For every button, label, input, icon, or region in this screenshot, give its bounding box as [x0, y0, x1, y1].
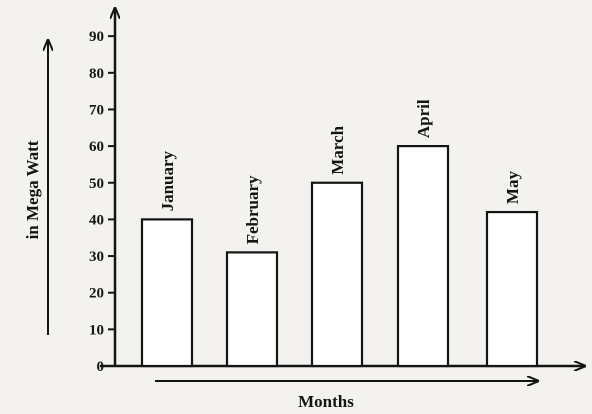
bar-april	[396, 145, 450, 368]
y-tick-label: 80	[89, 66, 104, 82]
y-tick-label: 90	[89, 29, 104, 45]
y-tick-label: 70	[89, 102, 104, 118]
bar-january	[140, 218, 194, 368]
y-tick-label: 50	[89, 176, 104, 192]
y-axis-label: in Mega Watt	[23, 140, 42, 239]
bar-label-february: February	[243, 175, 262, 244]
bar-label-april: April	[414, 99, 433, 138]
y-tick-label: 20	[89, 286, 104, 302]
y-tick-label: 60	[89, 139, 104, 155]
bars: January February March April May	[140, 99, 539, 368]
bar-may	[485, 210, 539, 368]
bar-label-may: May	[503, 171, 522, 205]
bar-february	[225, 251, 279, 368]
y-tick-label: 40	[89, 212, 104, 228]
y-ticks: 0 10 20 30 40 50 60 70 80 90	[89, 29, 115, 375]
y-tick-label: 10	[89, 322, 104, 338]
y-tick-label: 30	[89, 249, 104, 265]
bar-label-march: March	[328, 125, 347, 174]
x-axis-label: Months	[298, 392, 354, 411]
bar-march	[310, 181, 364, 368]
bar-label-january: January	[158, 150, 177, 211]
y-tick-label: 0	[97, 359, 105, 375]
